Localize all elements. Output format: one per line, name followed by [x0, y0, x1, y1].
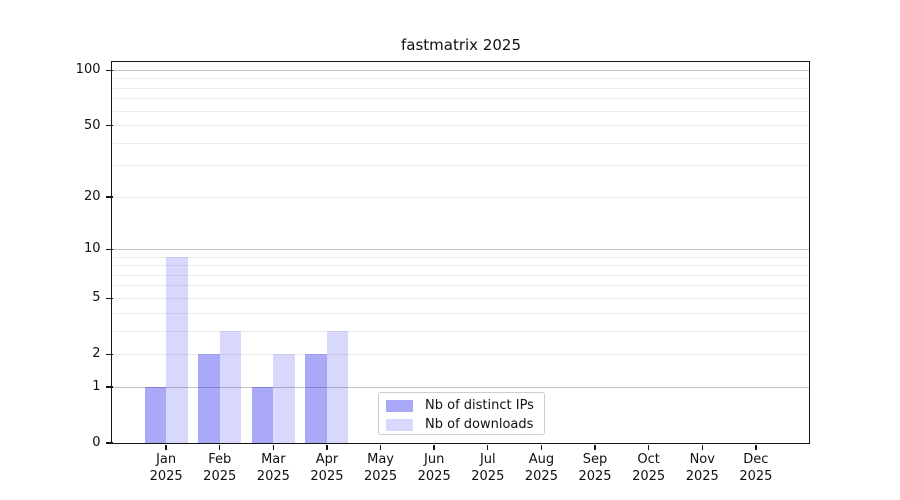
x-tick-label: Jan 2025: [149, 452, 183, 484]
x-tick-label: Feb 2025: [203, 452, 237, 484]
y-tick-label: 2: [92, 346, 101, 362]
bar-downloads: [273, 354, 295, 443]
y-axis-tick: [106, 248, 113, 251]
x-tick-label: Aug 2025: [524, 452, 558, 484]
x-axis-tick: [326, 444, 328, 450]
gridline-minor: [112, 87, 810, 89]
bar-distinct-ips: [198, 354, 220, 443]
y-tick-label: 0: [92, 435, 101, 450]
x-axis-tick: [219, 444, 221, 450]
x-tick-label: Apr 2025: [310, 452, 344, 484]
x-tick-label: Dec 2025: [739, 452, 773, 484]
gridline-minor: [112, 98, 810, 100]
x-axis-tick: [433, 444, 435, 450]
y-axis-tick: [106, 297, 113, 299]
gridline-minor: [112, 353, 810, 355]
gridline-major: [112, 69, 810, 71]
x-axis-tick: [165, 444, 167, 450]
y-tick-label: 100: [75, 62, 101, 78]
legend-item-downloads: Nb of downloads: [386, 416, 544, 434]
x-axis-tick: [540, 444, 543, 450]
gridline-minor: [112, 125, 810, 127]
gridline-minor: [112, 110, 810, 112]
y-axis-tick: [106, 196, 113, 198]
y-axis-tick: [106, 353, 113, 355]
legend-item-distinct-ips: Nb of distinct IPs: [386, 397, 544, 415]
y-tick-label: 1: [92, 379, 101, 395]
x-axis-tick: [272, 444, 275, 450]
x-axis-tick: [379, 444, 382, 450]
bar-distinct-ips: [251, 387, 274, 443]
x-axis-tick: [487, 444, 489, 450]
chart-title: fastmatrix 2025: [400, 36, 521, 54]
x-axis-tick: [701, 444, 703, 450]
gridline-minor: [112, 285, 810, 287]
x-tick-label: Nov 2025: [685, 452, 719, 484]
gridline-minor: [112, 256, 810, 258]
gridline-minor: [112, 265, 810, 267]
y-axis-tick: [106, 386, 113, 388]
gridline-minor: [112, 165, 810, 167]
gridline-major: [112, 248, 810, 250]
x-tick-label: May 2025: [364, 452, 398, 484]
x-tick-label: Jul 2025: [471, 452, 505, 484]
x-tick-label: Mar 2025: [256, 452, 290, 484]
legend-label-downloads: Nb of downloads: [425, 417, 534, 432]
y-axis-tick: [106, 69, 113, 72]
gridline-minor: [112, 312, 810, 314]
bar-distinct-ips: [305, 354, 327, 443]
gridline-minor: [112, 142, 810, 144]
gridline-major: [112, 386, 810, 388]
y-axis-tick: [106, 124, 113, 127]
x-tick-label: Sep 2025: [578, 452, 612, 484]
gridline-minor: [112, 196, 810, 198]
legend-swatch-downloads-icon: [386, 419, 413, 431]
y-tick-label: 20: [83, 189, 101, 205]
x-tick-label: Oct 2025: [632, 452, 666, 484]
legend: Nb of distinct IPs Nb of downloads: [378, 392, 545, 435]
bar-downloads: [166, 257, 188, 443]
legend-swatch-distinct-ips-icon: [386, 400, 413, 412]
y-tick-label: 5: [92, 290, 101, 306]
bar-downloads: [326, 331, 349, 443]
x-tick-label: Jun 2025: [417, 452, 451, 484]
y-tick-label: 10: [83, 241, 101, 257]
x-axis-tick: [594, 444, 596, 450]
gridline-minor: [112, 330, 810, 332]
bar-downloads: [219, 331, 242, 443]
legend-label-distinct-ips: Nb of distinct IPs: [425, 398, 534, 413]
y-tick-label: 50: [83, 117, 101, 133]
gridline-minor: [112, 297, 810, 299]
y-axis-tick: [106, 442, 113, 444]
x-axis-tick: [755, 444, 757, 450]
gridline-minor: [112, 78, 810, 80]
bar-distinct-ips: [144, 387, 167, 443]
gridline-minor: [112, 274, 810, 276]
x-axis-tick: [647, 444, 650, 450]
